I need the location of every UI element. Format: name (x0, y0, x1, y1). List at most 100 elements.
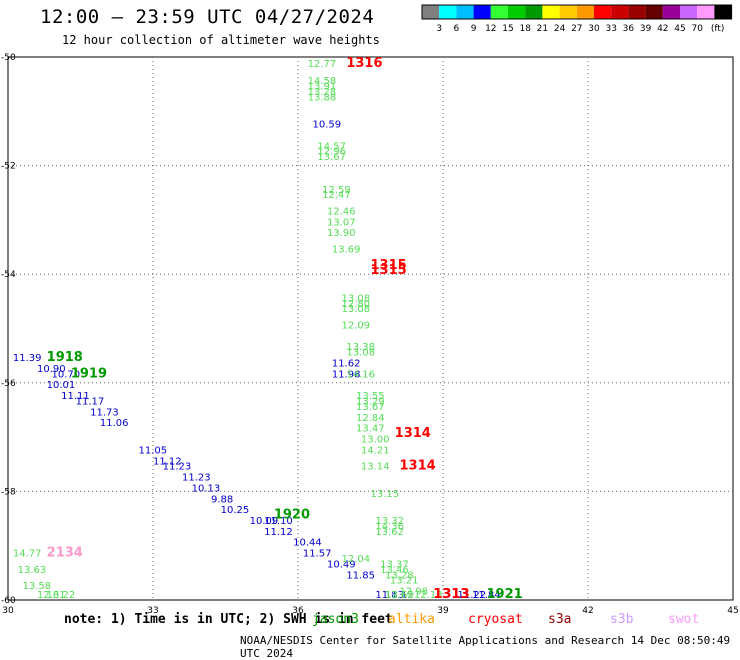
scale-tick-label: 36 (623, 24, 635, 34)
scale-swatch (559, 5, 577, 19)
y-tick-label: -54 (1, 270, 16, 280)
scale-unit: (ft) (711, 24, 725, 34)
wave-height-label: 10.44 (293, 538, 322, 549)
wave-height-label: 12.98 (400, 587, 429, 598)
y-tick-label: -58 (1, 487, 16, 497)
scale-tick-label: 27 (571, 24, 582, 34)
y-tick-label: -50 (1, 53, 16, 63)
wave-height-label: 10.59 (313, 120, 342, 131)
scale-swatch (680, 5, 698, 19)
wave-height-label: 12.77 (308, 59, 337, 70)
wave-height-label: 13.15 (371, 489, 400, 500)
wave-height-label: 11.12 (264, 527, 293, 538)
satellite-legend-item: s3a (548, 612, 572, 627)
wave-height-label: 11.06 (100, 418, 129, 429)
wave-height-label: 10.49 (327, 559, 356, 570)
wave-height-label: 14.16 (346, 369, 375, 380)
page-subtitle: 12 hour collection of altimeter wave hei… (62, 33, 380, 47)
wave-height-label: 12.13 (414, 590, 443, 601)
wave-height-label: 11.62 (332, 359, 361, 370)
page-title: 12:00 — 23:59 UTC 04/27/2024 (40, 6, 375, 28)
satellite-legend-item: s3b (610, 612, 634, 627)
wave-height-label: 10.09 (250, 516, 279, 527)
pass-number-label: 2134 (47, 546, 83, 561)
wave-height-label: 12.80 (342, 299, 371, 310)
pass-number-label: 1315 (371, 263, 407, 278)
scale-frame (421, 4, 733, 20)
satellite-legend-item: altika (388, 612, 435, 627)
scale-swatch (490, 5, 508, 19)
wave-height-label: 13.07 (327, 217, 356, 228)
color-scale: 3 6 9 12 15 18 21 24 27 30 33 36 39 42 45 70 (ft) (421, 4, 733, 34)
wave-height-label: 14.36 (375, 521, 404, 532)
wave-height-label: 11.84 (472, 590, 501, 601)
wave-height-label: 12.61 (37, 590, 66, 601)
scale-tick-label: 18 (519, 24, 531, 34)
wave-height-label: 14.21 (361, 445, 390, 456)
wave-height-label: 11.85 (346, 570, 375, 581)
satellite-legend-item: swot (668, 612, 700, 627)
y-tick-label: -56 (1, 379, 16, 389)
wave-height-label: 13.28 (308, 87, 337, 98)
scale-tick-label: 42 (657, 24, 668, 34)
wave-height-label: 13.08 (342, 304, 371, 315)
pass-number-label: 1315 (371, 258, 407, 273)
wave-height-label: 11.23 (182, 473, 211, 484)
scale-swatch (697, 5, 715, 19)
scale-swatch (508, 5, 526, 19)
wave-height-label: 13.69 (332, 244, 361, 255)
scale-tick-label: 70 (691, 24, 703, 34)
wave-height-label: 11.57 (303, 549, 332, 560)
wave-height-label: 13.62 (375, 527, 404, 538)
x-tick-label: 33 (147, 606, 158, 616)
wave-height-label: 13.67 (356, 402, 385, 413)
scale-tick-label: 24 (554, 24, 566, 34)
x-tick-label: 36 (292, 606, 304, 616)
wave-height-label: 14.58 (308, 76, 337, 87)
wave-height-label: 13.21 (390, 576, 419, 587)
scale-tick-label: 33 (605, 24, 616, 34)
wave-height-label: 10.70 (52, 369, 81, 380)
footer-credit: NOAA/NESDIS Center for Satellite Applica… (240, 634, 731, 660)
wave-height-label: 13.55 (385, 590, 414, 601)
satellite-legend-item: cryosat (468, 612, 523, 627)
scale-swatch (645, 5, 663, 19)
satellite-legend-item: jason3 (312, 612, 359, 627)
wave-height-label: 11.83 (375, 590, 404, 601)
scale-tick-label: 21 (537, 24, 548, 34)
wave-height-label: 13.22 (47, 590, 76, 601)
scale-tick-label: 45 (674, 24, 685, 34)
wave-height-label: 13.55 (356, 391, 385, 402)
plot-frame (7, 56, 734, 601)
scale-swatch (439, 5, 457, 19)
wave-height-label: 10.25 (221, 505, 250, 516)
pass-number-label: 1314 (400, 459, 436, 474)
wave-height-label: 13.08 (342, 293, 371, 304)
pass-number-label: 1920 (274, 508, 310, 523)
wave-height-label: 13.46 (380, 565, 409, 576)
wave-height-label: 14.57 (317, 141, 346, 152)
scale-tick-label: 30 (588, 24, 600, 34)
wave-height-label: 13.91 (308, 82, 337, 93)
wave-height-label: 13.47 (356, 424, 385, 435)
wave-height-label: 14.77 (13, 549, 42, 560)
wave-height-label: 12.96 (317, 147, 346, 158)
scale-swatch (594, 5, 612, 19)
wave-height-label: 13.67 (317, 152, 346, 163)
x-tick-label: 45 (727, 606, 738, 616)
scale-swatch (576, 5, 594, 19)
scale-swatch (473, 5, 491, 19)
wave-height-label: 11.10 (264, 516, 293, 527)
wave-height-label: 13.90 (327, 228, 356, 239)
scale-swatch (525, 5, 543, 19)
wave-height-label: 10.13 (192, 483, 221, 494)
wave-height-label: 11.39 (13, 353, 42, 364)
wave-height-label: 11.12 (385, 590, 414, 601)
scale-swatch (714, 5, 732, 19)
wave-height-label: 12.84 (356, 413, 385, 424)
wave-height-label: 13.63 (18, 565, 47, 576)
scale-swatch (611, 5, 629, 19)
wave-height-label: 9.88 (211, 494, 233, 505)
scale-tick-label: 9 (471, 24, 477, 34)
